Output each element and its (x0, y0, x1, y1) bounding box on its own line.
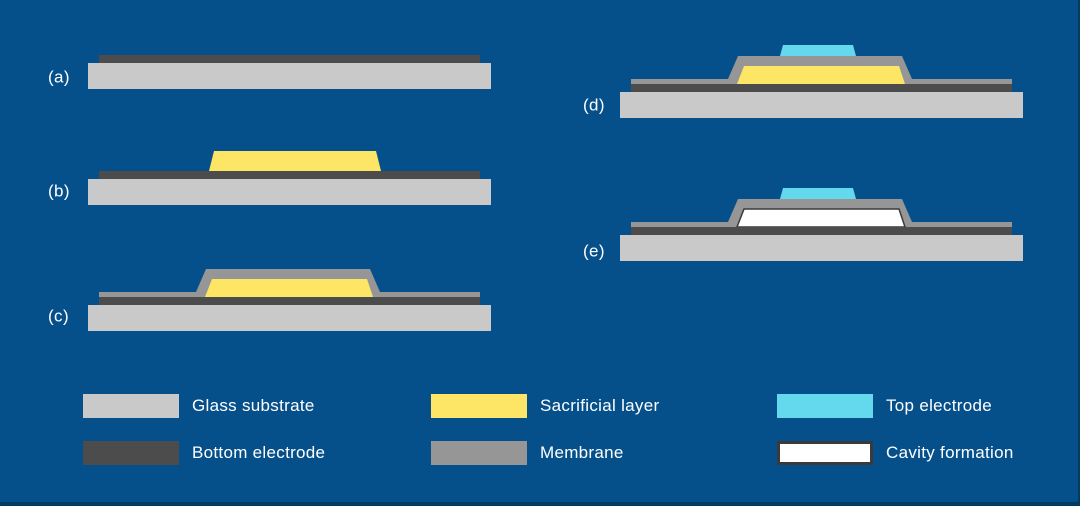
panel-d-glass-substrate (620, 92, 1023, 118)
background-bottom-edge (0, 502, 1080, 506)
panel-label-a: (a) (48, 67, 70, 87)
panel-label-d: (d) (583, 95, 605, 115)
panel-d-top-electrode (780, 45, 856, 56)
sacrificial-layer-swatch-icon (431, 394, 527, 418)
panel-b-bottom-electrode (99, 171, 480, 179)
panel-d-bottom-electrode (631, 84, 1012, 92)
cavity-formation-swatch (777, 441, 873, 465)
panel-b-glass-substrate (88, 179, 491, 205)
panel-c-bottom-electrode (99, 297, 480, 305)
bottom-electrode-swatch-icon (83, 441, 179, 465)
panel-label-b: (b) (48, 181, 70, 201)
legend-item-cavity-formation: Cavity formation (777, 441, 1014, 465)
legend-label-top-electrode: Top electrode (886, 396, 992, 415)
top-electrode-swatch (777, 394, 873, 418)
legend-item-bottom-electrode: Bottom electrode (83, 441, 325, 465)
legend-item-sacrificial-layer: Sacrificial layer (431, 394, 659, 418)
panel-label-c: (c) (48, 306, 70, 326)
cavity-formation-swatch-icon (777, 441, 873, 465)
glass-substrate-swatch-icon (83, 394, 179, 418)
legend-label-glass-substrate: Glass substrate (192, 396, 315, 415)
panel-e-top-electrode (780, 188, 856, 199)
legend-label-cavity-formation: Cavity formation (886, 443, 1014, 462)
membrane-swatch-icon (431, 441, 527, 465)
background-right-edge (1078, 0, 1080, 506)
panel-e-bottom-electrode (631, 227, 1012, 235)
legend-label-bottom-electrode: Bottom electrode (192, 443, 326, 462)
panel-c-sacrificial-layer (205, 279, 373, 297)
legend-item-glass-substrate: Glass substrate (83, 394, 315, 418)
panel-e (620, 188, 1023, 261)
glass-substrate-swatch (83, 394, 179, 418)
panel-d-sacrificial-layer (737, 66, 905, 84)
panel-b-sacrificial-layer (209, 151, 381, 171)
legend-label-sacrificial-layer: Sacrificial layer (540, 396, 660, 415)
panel-d (620, 45, 1023, 118)
membrane-swatch (431, 441, 527, 465)
panel-c-glass-substrate (88, 305, 491, 331)
legend-item-membrane: Membrane (431, 441, 624, 465)
panel-a (88, 55, 491, 89)
panel-c (88, 269, 491, 331)
bottom-electrode-swatch (83, 441, 179, 465)
panel-a-glass-substrate (88, 63, 491, 89)
panel-a-bottom-electrode (99, 55, 480, 63)
panel-e-cavity (735, 208, 907, 228)
panel-label-e: (e) (583, 241, 605, 261)
panel-b (88, 151, 491, 205)
legend-item-top-electrode: Top electrode (777, 394, 992, 418)
panel-e-glass-substrate (620, 235, 1023, 261)
legend-label-membrane: Membrane (540, 443, 624, 462)
top-electrode-swatch-icon (777, 394, 873, 418)
sacrificial-layer-swatch (431, 394, 527, 418)
